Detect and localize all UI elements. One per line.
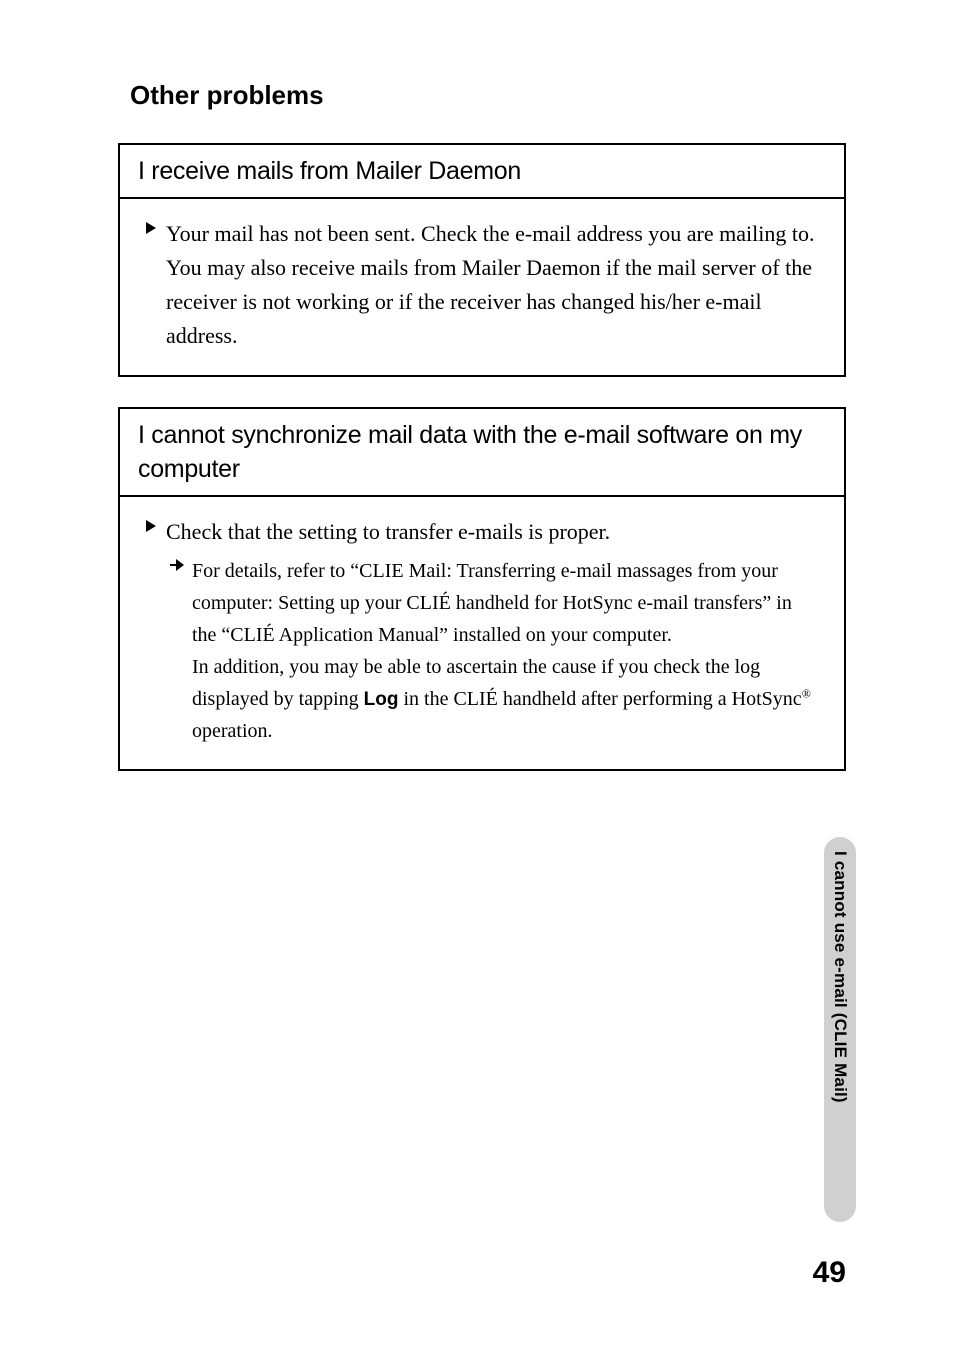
secondary-text: For details, refer to “CLIE Mail: Transf… (192, 555, 820, 747)
triangle-bullet-icon (144, 519, 158, 533)
sub-bullet-row: For details, refer to “CLIE Mail: Transf… (144, 555, 820, 747)
box-body: Check that the setting to transfer e-mai… (120, 497, 844, 769)
sub-mid: in the CLIÉ handheld after performing a … (398, 688, 801, 710)
page-root: Other problems I receive mails from Mail… (0, 0, 954, 1352)
section-title: Other problems (130, 80, 846, 111)
box-header: I cannot synchronize mail data with the … (120, 409, 844, 497)
primary-text: Your mail has not been sent. Check the e… (166, 217, 820, 353)
trouble-box-mailer-daemon: I receive mails from Mailer Daemon Your … (118, 143, 846, 377)
arrow-bullet-icon (170, 559, 184, 571)
registered-mark: ® (802, 686, 811, 700)
sub-post: operation. (192, 720, 273, 742)
side-tab-label: I cannot use e-mail (CLIE Mail) (830, 851, 850, 1103)
box-header: I receive mails from Mailer Daemon (120, 145, 844, 199)
bullet-row: Check that the setting to transfer e-mai… (144, 515, 820, 549)
primary-text: Check that the setting to transfer e-mai… (166, 515, 610, 549)
box-body: Your mail has not been sent. Check the e… (120, 199, 844, 375)
bullet-row: Your mail has not been sent. Check the e… (144, 217, 820, 353)
log-label: Log (364, 689, 399, 710)
side-tab: I cannot use e-mail (CLIE Mail) (824, 837, 856, 1222)
triangle-bullet-icon (144, 221, 158, 235)
trouble-box-sync-mail: I cannot synchronize mail data with the … (118, 407, 846, 771)
page-number: 49 (813, 1256, 846, 1290)
